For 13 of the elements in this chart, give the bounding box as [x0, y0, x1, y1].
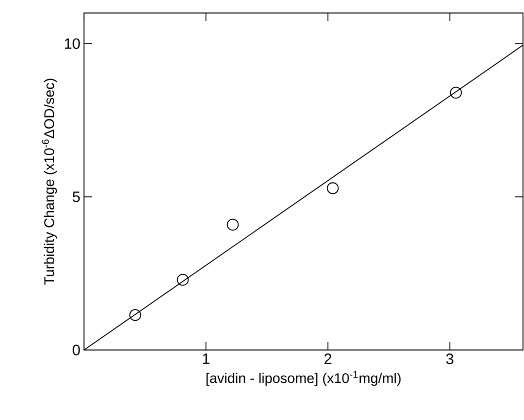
point [226, 218, 239, 231]
x-axis-title: [avidin - liposome] (x10$^{-1}$mg/ml) [206, 371, 401, 386]
point [326, 182, 339, 194]
y-tick-label: 0 [72, 344, 80, 356]
point [129, 309, 142, 322]
x-tick-label: 3 [446, 354, 454, 364]
y-tick-label: 5 [72, 192, 80, 202]
y-axis-title: Turbidity Change (x10$^{-6}$ΔOD/sec) [42, 78, 57, 285]
y-tick-label: 10 [64, 38, 80, 49]
point [450, 86, 462, 99]
x-tick-label: 1 [202, 354, 210, 364]
x-tick-label: 2 [324, 354, 332, 364]
point [176, 274, 189, 286]
